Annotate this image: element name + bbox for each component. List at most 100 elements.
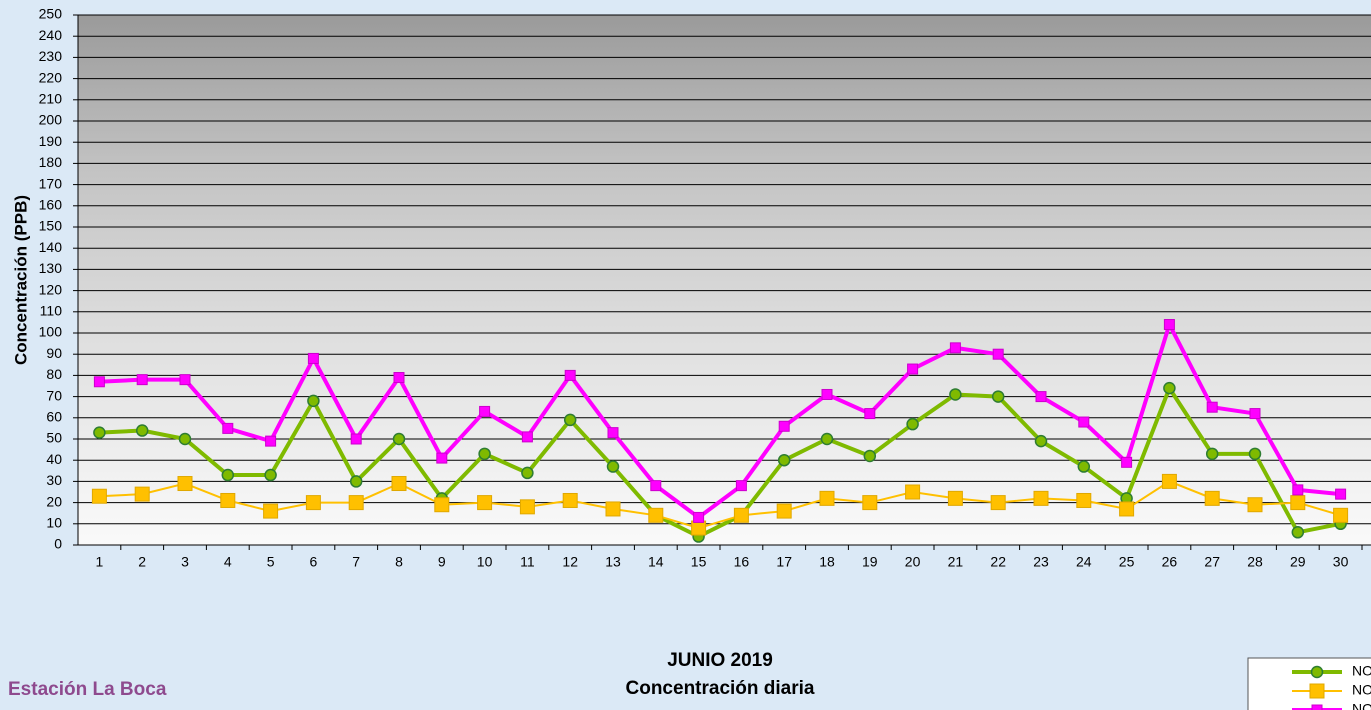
x-tick-label: 3 [181,554,189,570]
marker [565,414,576,425]
marker [308,353,318,363]
marker [822,389,832,399]
y-axis-title: Concentración (PPB) [11,195,30,365]
marker [950,343,960,353]
marker [692,521,706,535]
chart-subtitle: Concentración diaria [626,678,815,699]
marker [1205,491,1219,505]
marker [865,409,875,419]
y-tick-label: 20 [46,493,62,509]
x-tick-label: 21 [948,554,964,570]
marker [1334,508,1348,522]
x-tick-label: 2 [138,554,146,570]
marker [950,389,961,400]
marker [480,406,490,416]
x-tick-label: 16 [734,554,750,570]
marker [1122,457,1132,467]
y-tick-label: 90 [46,345,62,361]
marker [1164,320,1174,330]
marker [137,375,147,385]
marker [351,434,361,444]
marker [993,349,1003,359]
y-tick-label: 140 [39,239,63,255]
chart: Concentración (PPB) JUNIO 2019 Concentra… [0,0,1371,710]
plot-background [78,15,1371,545]
y-tick-label: 250 [39,6,63,22]
x-tick-label: 8 [395,554,403,570]
marker [608,428,618,438]
x-tick-label: 26 [1162,554,1178,570]
x-tick-label: 13 [605,554,621,570]
marker [264,504,278,518]
marker [906,485,920,499]
marker [1036,436,1047,447]
marker [1207,448,1218,459]
y-tick-label: 210 [39,91,63,107]
marker [308,395,319,406]
x-tick-label: 24 [1076,554,1092,570]
x-tick-label: 14 [648,554,664,570]
marker [437,453,447,463]
marker [608,461,619,472]
y-tick-label: 70 [46,387,62,403]
marker [649,508,663,522]
y-tick-label: 60 [46,409,62,425]
x-tick-label: 10 [477,554,493,570]
y-tick-label: 120 [39,281,63,297]
x-tick-label: 1 [96,554,104,570]
x-tick-label: 6 [310,554,318,570]
x-tick-label: 25 [1119,554,1135,570]
legend-marker [1312,705,1322,710]
marker [736,481,746,491]
marker [734,508,748,522]
y-tick-label: 130 [39,260,63,276]
marker [863,496,877,510]
legend-marker [1310,684,1324,698]
x-tick-label: 17 [776,554,792,570]
marker [948,491,962,505]
marker [349,496,363,510]
x-tick-label: 18 [819,554,835,570]
marker [265,470,276,481]
marker [1207,402,1217,412]
x-tick-label: 12 [562,554,578,570]
x-tick-label: 11 [520,554,535,570]
chart-title: JUNIO 2019 [667,650,773,671]
marker [221,493,235,507]
marker [180,434,191,445]
marker [907,419,918,430]
marker [565,370,575,380]
y-tick-label: 240 [39,27,63,43]
marker [1034,491,1048,505]
marker [993,391,1004,402]
x-tick-label: 5 [267,554,275,570]
marker [991,496,1005,510]
x-tick-label: 7 [352,554,360,570]
marker [266,436,276,446]
marker [779,455,790,466]
x-tick-label: 28 [1247,554,1263,570]
marker [822,434,833,445]
x-tick-label: 4 [224,554,232,570]
y-tick-label: 40 [46,451,62,467]
marker [394,373,404,383]
marker [1248,498,1262,512]
marker [178,477,192,491]
legend-label: NO [1352,682,1371,698]
marker [1164,383,1175,394]
marker [306,496,320,510]
marker [479,448,490,459]
marker [1077,493,1091,507]
marker [394,434,405,445]
y-tick-label: 170 [39,175,63,191]
marker [392,477,406,491]
marker [820,491,834,505]
y-tick-label: 50 [46,430,62,446]
marker [180,375,190,385]
y-tick-label: 100 [39,324,63,340]
marker [779,421,789,431]
marker [1036,392,1046,402]
marker [135,487,149,501]
marker [1336,489,1346,499]
x-tick-label: 20 [905,554,921,570]
